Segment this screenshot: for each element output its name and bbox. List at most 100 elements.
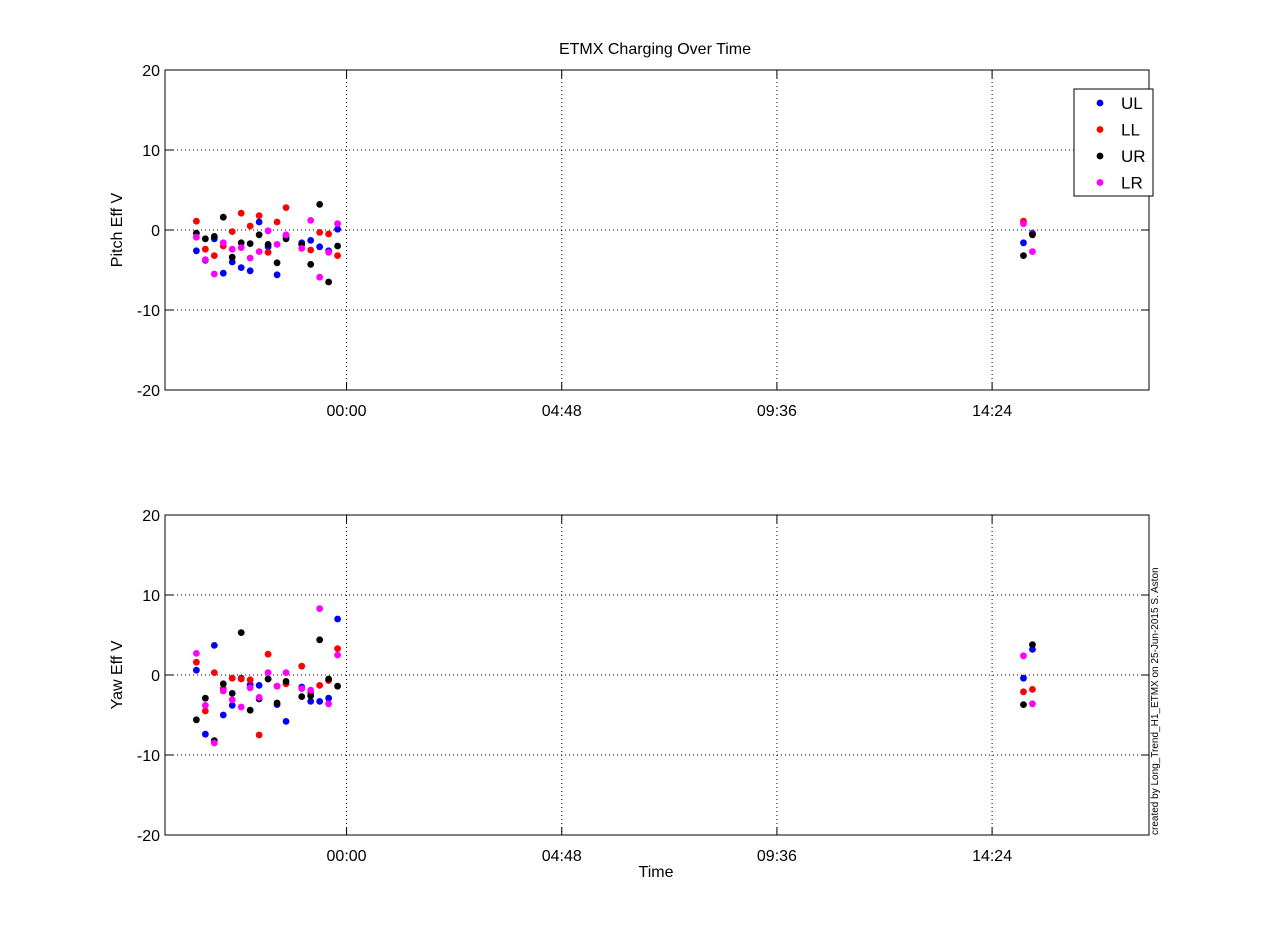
- yaw-point-ur: [334, 682, 341, 690]
- pitch-point-ur: [210, 233, 218, 240]
- yaw-point-ul: [255, 682, 263, 689]
- yaw-point-ul: [307, 698, 315, 705]
- yaw-point-lr: [255, 694, 263, 701]
- pitch-point-ul: [237, 264, 245, 271]
- pitch-point-ur: [1020, 252, 1027, 259]
- pitch-point-ur: [316, 201, 324, 208]
- yaw-point-lr: [237, 703, 245, 711]
- yaw-point-ul: [1020, 674, 1027, 682]
- yaw-point-lr: [316, 605, 324, 612]
- pitch-x-tick-label: 09:36: [757, 403, 797, 420]
- yaw-point-ur: [273, 699, 281, 707]
- yaw-point-ul: [219, 711, 227, 719]
- yaw-point-lr: [334, 651, 341, 659]
- pitch-point-ll: [210, 252, 218, 259]
- yaw-y-tick-label: -10: [137, 748, 160, 765]
- pitch-point-ur: [246, 240, 254, 248]
- pitch-point-ur: [255, 231, 263, 239]
- yaw-point-ll: [334, 645, 341, 652]
- legend-label-ul: UL: [1121, 94, 1143, 113]
- pitch-y-tick-label: -20: [137, 383, 160, 400]
- pitch-point-ll: [264, 249, 272, 256]
- x-axis-label: Time: [639, 864, 674, 881]
- legend-label-lr: LR: [1121, 174, 1143, 193]
- legend-marker-lr: [1096, 179, 1104, 186]
- yaw-point-ll: [210, 669, 218, 676]
- pitch-point-lr: [237, 244, 245, 252]
- yaw-point-ul: [325, 694, 333, 702]
- pitch-point-ll: [246, 222, 254, 230]
- yaw-point-ur: [316, 636, 324, 644]
- pitch-point-lr: [246, 254, 254, 262]
- pitch-grid: [165, 70, 1149, 390]
- yaw-point-lr: [282, 669, 290, 676]
- pitch-point-ur: [228, 253, 236, 261]
- yaw-point-lr: [264, 669, 272, 676]
- pitch-point-lr: [1029, 248, 1036, 256]
- yaw-markers: [192, 605, 1036, 747]
- chart-title: ETMX Charging Over Time: [559, 41, 751, 58]
- yaw-point-ur: [246, 706, 254, 714]
- pitch-point-ul: [334, 225, 341, 233]
- yaw-point-ll: [228, 674, 236, 682]
- pitch-point-ur: [325, 278, 333, 286]
- pitch-point-ur: [201, 235, 209, 243]
- pitch-point-ul: [219, 269, 227, 277]
- yaw-point-ll: [298, 662, 306, 670]
- pitch-x-tick-label: 00:00: [327, 403, 367, 420]
- yaw-point-ll: [1029, 686, 1036, 693]
- legend-marker-ur: [1096, 152, 1104, 160]
- yaw-y-tick-label: 10: [142, 588, 160, 605]
- pitch-point-lr: [1020, 220, 1027, 228]
- yaw-panel: -20 -10 0 10 20 00:00 04:48 09:36 14:24 Yaw Eff …: [109, 508, 1150, 865]
- pitch-point-lr: [255, 248, 263, 256]
- yaw-point-lr: [201, 702, 209, 709]
- pitch-point-lr: [210, 270, 218, 278]
- legend-marker-ul: [1096, 99, 1104, 107]
- pitch-point-ur: [307, 261, 315, 268]
- yaw-y-axis-label: Yaw Eff V: [109, 640, 126, 709]
- pitch-point-ur: [237, 239, 245, 247]
- yaw-grid: [165, 515, 1149, 835]
- pitch-point-ur: [264, 241, 272, 248]
- pitch-point-ul: [192, 247, 200, 255]
- pitch-point-ul: [228, 258, 236, 266]
- yaw-point-ll: [255, 731, 263, 739]
- yaw-point-lr: [210, 739, 218, 747]
- legend-marker-ll: [1096, 126, 1104, 133]
- yaw-point-ur: [237, 629, 245, 636]
- pitch-point-ll: [325, 230, 333, 238]
- yaw-point-ll: [264, 650, 272, 658]
- yaw-point-lr: [298, 685, 306, 692]
- pitch-point-ll: [201, 245, 209, 253]
- pitch-point-lr: [334, 220, 341, 228]
- yaw-point-ll: [201, 707, 209, 715]
- yaw-point-lr: [307, 686, 315, 694]
- yaw-point-ur: [228, 690, 236, 697]
- pitch-point-ll: [255, 212, 263, 220]
- yaw-point-lr: [325, 700, 333, 708]
- yaw-point-ur: [201, 694, 209, 702]
- yaw-x-tick-label: 09:36: [757, 848, 797, 865]
- yaw-point-ur: [298, 693, 306, 700]
- pitch-point-lr: [325, 249, 333, 256]
- yaw-point-ur: [192, 716, 200, 724]
- pitch-y-tick-label: 20: [142, 63, 160, 80]
- yaw-x-tick-label: 00:00: [327, 848, 367, 865]
- yaw-point-lr: [1029, 700, 1036, 708]
- legend-box: [1073, 88, 1154, 197]
- pitch-point-lr: [264, 227, 272, 235]
- pitch-point-lr: [228, 245, 236, 253]
- yaw-point-ur: [264, 675, 272, 683]
- pitch-point-lr: [298, 245, 306, 252]
- yaw-point-ur: [1029, 641, 1036, 648]
- pitch-panel: -20 -10 0 10 20 00:00 04:48 09:36 14:24 Pitch Ef…: [109, 63, 1150, 420]
- yaw-point-ur: [282, 678, 290, 685]
- yaw-y-tick-label: -20: [137, 828, 160, 845]
- yaw-point-ll: [1020, 688, 1027, 696]
- pitch-point-ll: [307, 246, 315, 254]
- yaw-y-tick-label: 20: [142, 508, 160, 525]
- yaw-point-ll: [192, 658, 200, 666]
- pitch-point-ll: [334, 252, 341, 259]
